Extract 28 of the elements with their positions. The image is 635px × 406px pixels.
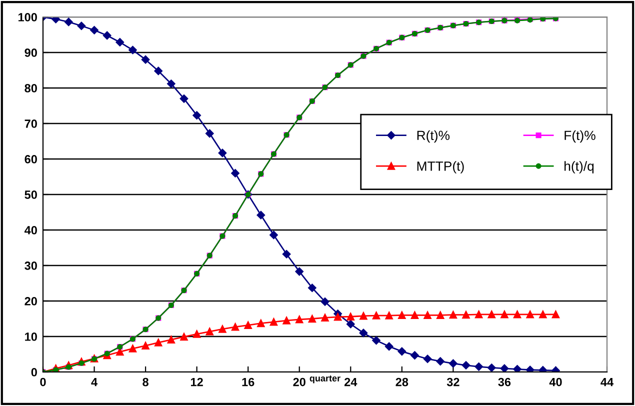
y-tick-label: 20 xyxy=(24,297,37,306)
legend-label: h(t)/q xyxy=(564,161,594,174)
y-tick-label: 30 xyxy=(24,262,37,270)
legend-label: R(t)% xyxy=(417,130,450,143)
x-tick-label: 16 xyxy=(242,378,254,386)
x-axis-title: quarter xyxy=(310,375,340,384)
x-tick-label: 40 xyxy=(549,378,562,386)
x-tick-label: 44 xyxy=(600,378,614,386)
y-tick-label: 80 xyxy=(24,84,37,92)
y-tick-label: 70 xyxy=(24,120,37,128)
x-tick-label: 8 xyxy=(142,378,148,386)
x-tick-label: 28 xyxy=(396,378,408,386)
y-tick-label: 0 xyxy=(31,368,37,376)
x-tick-label: 24 xyxy=(344,378,358,386)
y-tick-label: 100 xyxy=(18,13,37,22)
legend-label: F(t)% xyxy=(564,130,596,143)
x-tick-label: 20 xyxy=(293,378,306,386)
y-tick-label: 10 xyxy=(25,332,37,341)
legend-label: MTTP(t) xyxy=(417,161,464,174)
y-tick-label: 40 xyxy=(24,226,37,234)
x-tick-label: 4 xyxy=(91,378,98,386)
y-tick-label: 50 xyxy=(24,190,37,199)
x-tick-label: 36 xyxy=(498,378,511,386)
x-tick-label: 0 xyxy=(40,378,46,386)
x-tick-label: 32 xyxy=(446,378,460,386)
y-tick-label: 90 xyxy=(24,48,37,57)
y-tick-label: 60 xyxy=(24,155,37,164)
x-tick-label: 12 xyxy=(190,378,203,386)
